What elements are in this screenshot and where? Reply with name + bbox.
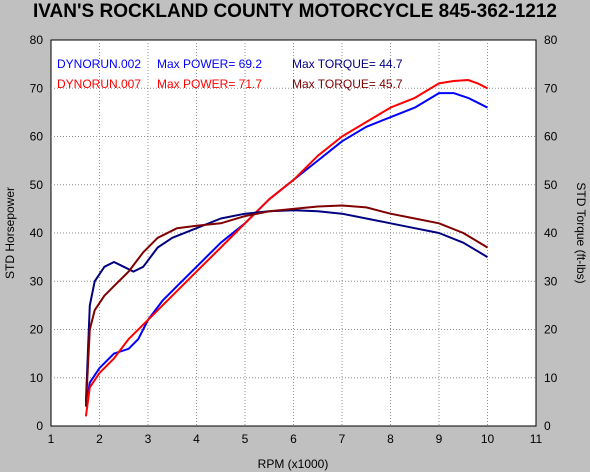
y-tick-label-left: 10 [30, 371, 44, 385]
y-tick-label-left: 70 [30, 81, 44, 95]
legend-torque-1: Max TORQUE= 44.7 [292, 57, 403, 71]
x-tick-label: 11 [530, 432, 543, 446]
series-line-3 [84, 209, 489, 402]
y-tick-label-left: 30 [30, 274, 44, 288]
y-tick-label-left: 60 [30, 130, 44, 144]
x-tick-label: 6 [290, 432, 297, 446]
y-axis-label-left: STD Horsepower [3, 187, 17, 279]
y-tick-label-right: 0 [544, 419, 551, 433]
x-tick-label: 7 [339, 432, 346, 446]
y-tick-label-left: 20 [30, 323, 44, 337]
x-tick-label: 5 [242, 432, 249, 446]
x-tick-label: 10 [481, 432, 495, 446]
y-tick-label-right: 80 [544, 33, 558, 47]
x-tick-label: 9 [436, 432, 443, 446]
series-lines [84, 79, 489, 417]
y-tick-label-right: 70 [544, 81, 558, 95]
y-tick-label-left: 80 [30, 33, 44, 47]
y-tick-label-right: 50 [544, 178, 558, 192]
x-axis-label: RPM (x1000) [258, 457, 329, 471]
x-tick-label: 3 [145, 432, 152, 446]
y-tick-label-right: 40 [544, 226, 558, 240]
x-tick-label: 2 [96, 432, 103, 446]
series-line-2 [84, 79, 488, 417]
legend: DYNORUN.002 Max POWER= 69.2 Max TORQUE= … [57, 57, 403, 91]
legend-torque-2: Max TORQUE= 45.7 [292, 77, 403, 91]
legend-power-1: Max POWER= 69.2 [157, 57, 262, 71]
y-tick-label-left: 50 [30, 178, 44, 192]
y-tick-label-right: 10 [544, 371, 558, 385]
chart-title: IVAN'S ROCKLAND COUNTY MOTORCYCLE 845-36… [33, 1, 557, 22]
legend-power-2: Max POWER= 71.7 [157, 77, 262, 91]
legend-run-1: DYNORUN.002 [57, 57, 141, 71]
y-tick-label-right: 60 [544, 130, 558, 144]
series-line-4 [84, 204, 489, 407]
y-tick-label-left: 40 [30, 226, 44, 240]
y-axis-label-right: STD Torque (ft-lbs) [574, 182, 588, 283]
grid [51, 40, 536, 426]
x-tick-label: 8 [387, 432, 394, 446]
legend-run-2: DYNORUN.007 [57, 77, 141, 91]
y-tick-label-right: 30 [544, 274, 558, 288]
y-tick-label-right: 20 [544, 323, 558, 337]
x-tick-label: 4 [193, 432, 200, 446]
x-tick-label: 1 [48, 432, 55, 446]
y-tick-label-left: 0 [36, 419, 43, 433]
